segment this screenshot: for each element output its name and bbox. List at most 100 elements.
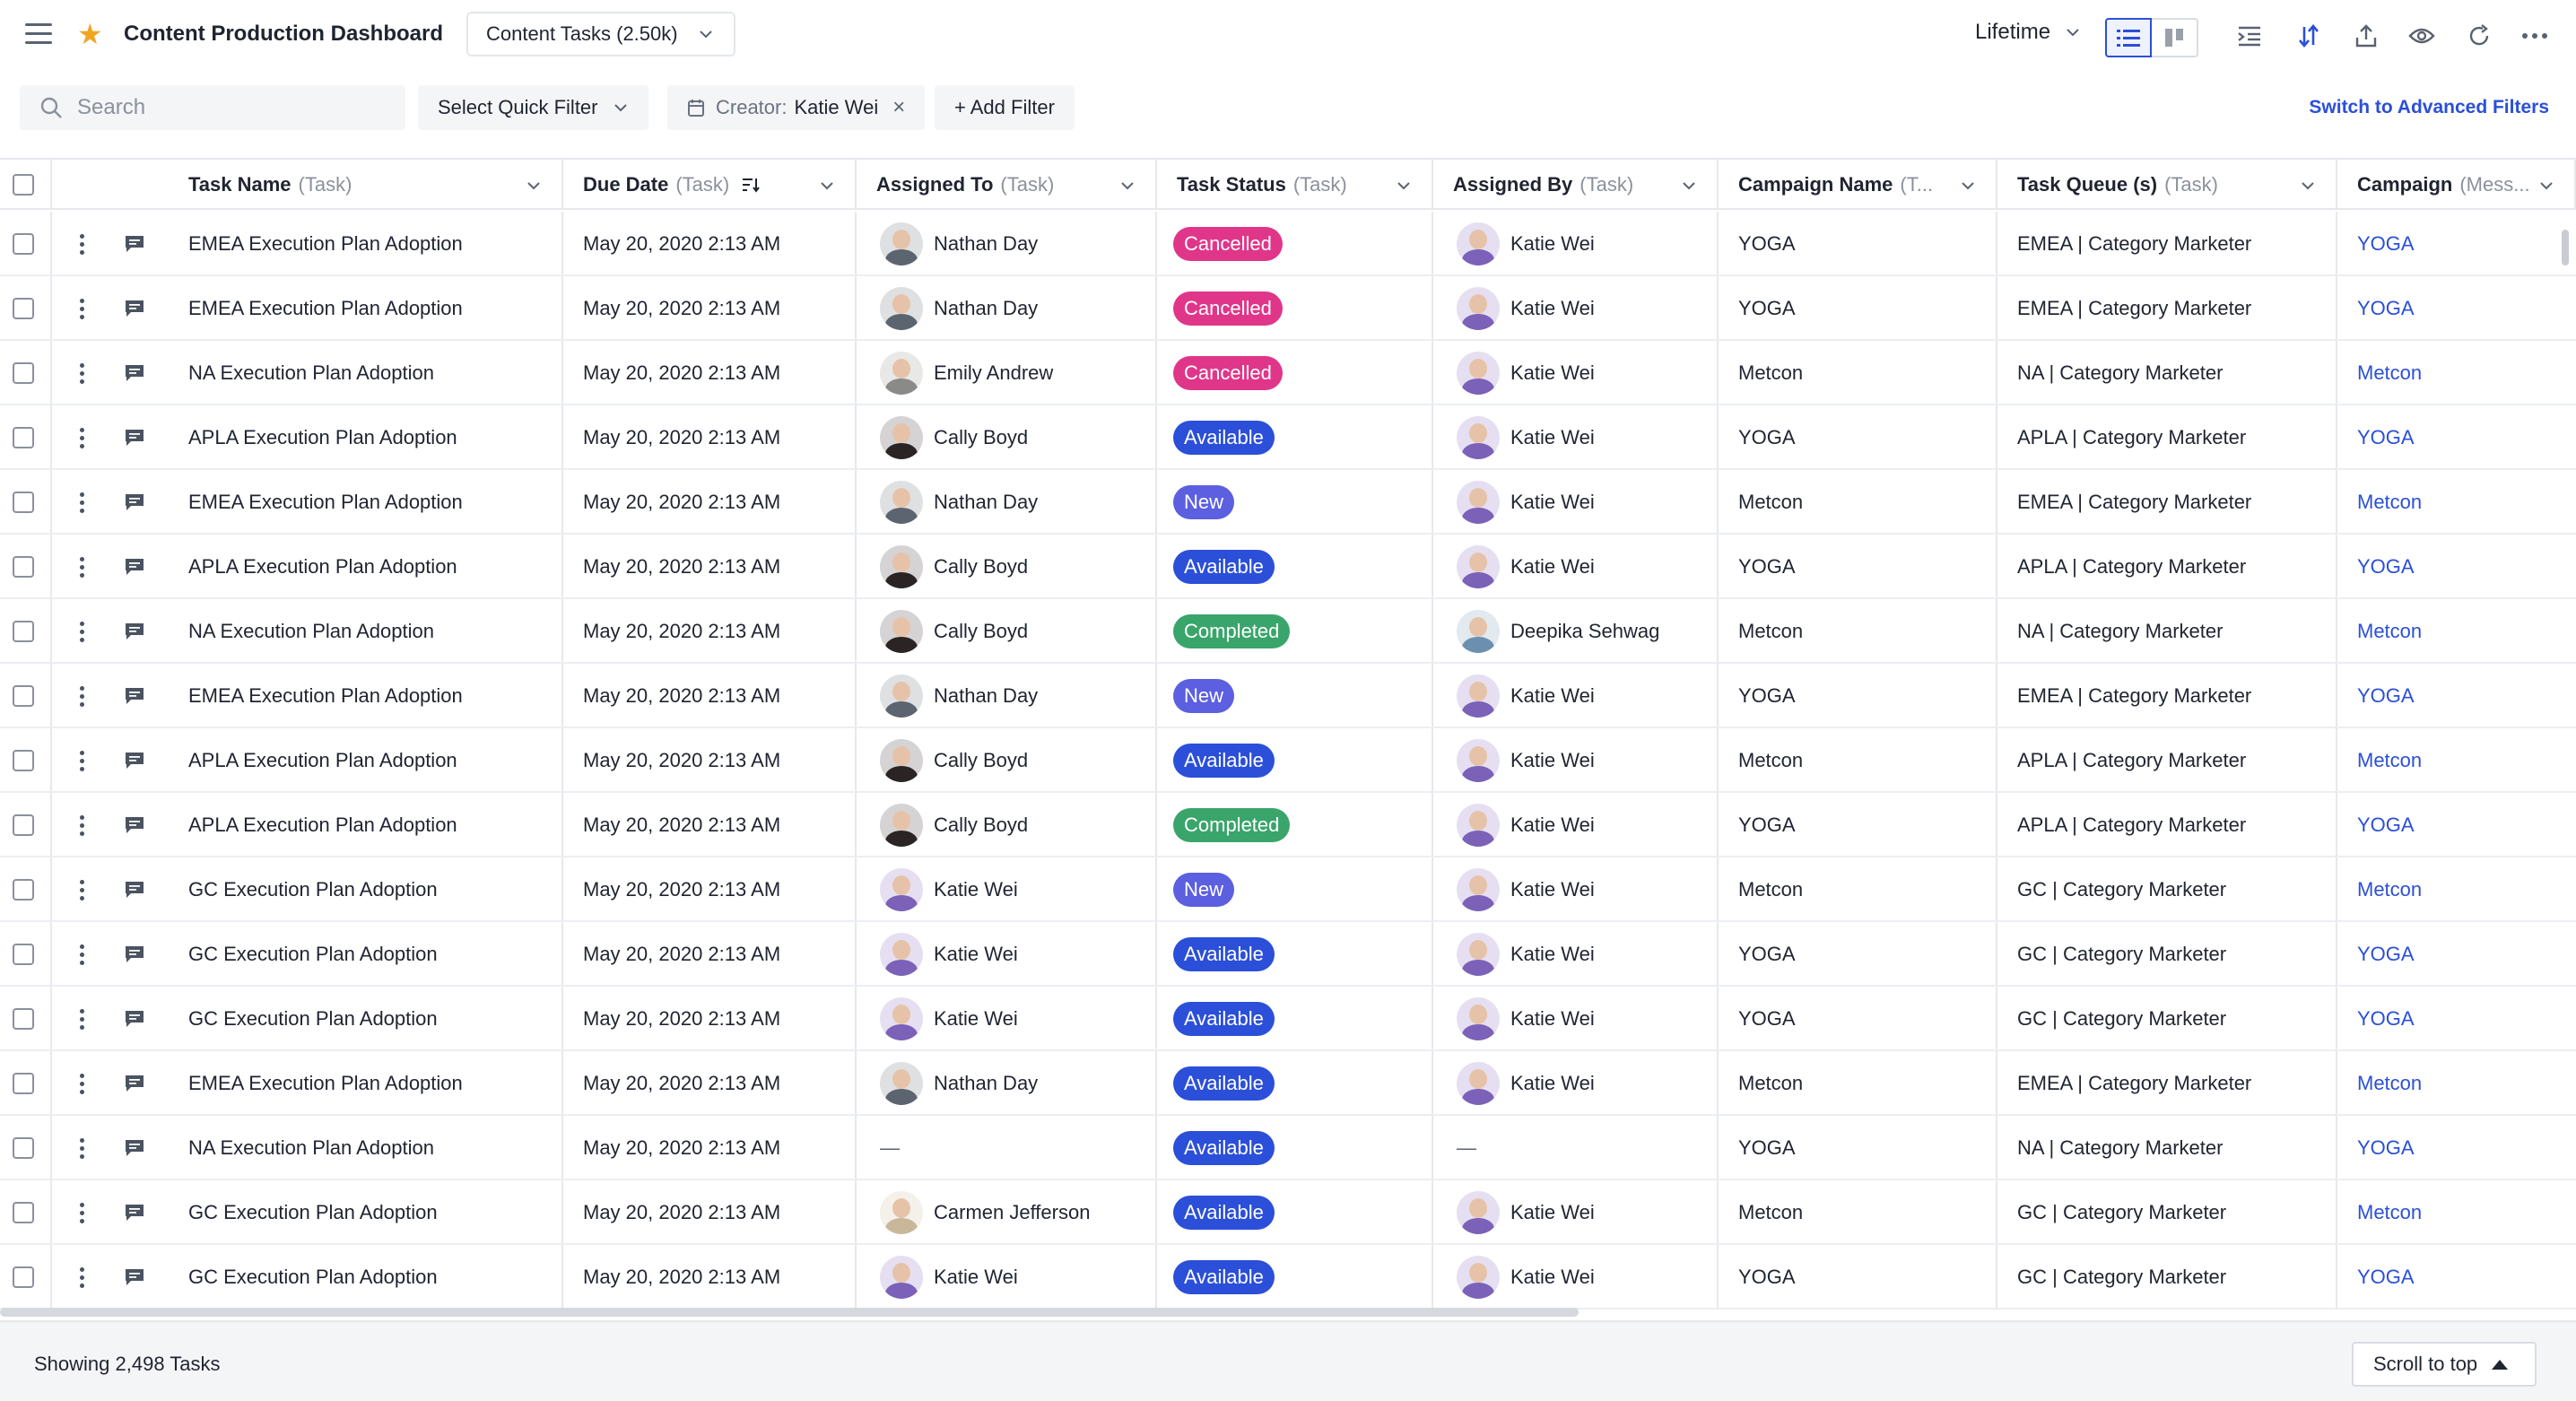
table-row[interactable]: EMEA Execution Plan Adoption May 20, 2020… xyxy=(0,664,2576,728)
row-checkbox[interactable] xyxy=(13,879,34,901)
task-name-cell[interactable]: NA Execution Plan Adoption xyxy=(169,1116,563,1180)
column-header[interactable]: Due Date (Task) xyxy=(563,160,857,210)
kebab-menu-icon[interactable] xyxy=(79,361,84,386)
campaign-link[interactable]: Metcon xyxy=(2357,878,2423,901)
table-row[interactable]: EMEA Execution Plan Adoption May 20, 2020… xyxy=(0,212,2576,276)
row-checkbox[interactable] xyxy=(13,1008,34,1030)
table-row[interactable]: GC Execution Plan Adoption May 20, 2020 2… xyxy=(0,987,2576,1051)
status-badge[interactable]: Available xyxy=(1173,744,1275,778)
task-name-cell[interactable]: GC Execution Plan Adoption xyxy=(169,1180,563,1245)
row-checkbox[interactable] xyxy=(13,1266,34,1288)
column-header[interactable]: Task Status (Task) xyxy=(1157,160,1433,210)
kebab-menu-icon[interactable] xyxy=(79,426,84,450)
campaign-link[interactable]: Metcon xyxy=(2357,361,2423,384)
task-name-cell[interactable]: GC Execution Plan Adoption xyxy=(169,857,563,922)
kebab-menu-icon[interactable] xyxy=(79,943,84,967)
chevron-down-icon[interactable] xyxy=(1681,178,1697,194)
person-name[interactable]: Katie Wei xyxy=(1510,684,1595,707)
person-name[interactable]: Katie Wei xyxy=(1510,878,1595,901)
task-name-cell[interactable]: APLA Execution Plan Adoption xyxy=(169,728,563,793)
kebab-menu-icon[interactable] xyxy=(79,1266,84,1290)
person-name[interactable]: Nathan Day xyxy=(934,684,1039,707)
column-header[interactable]: Task Name (Task) xyxy=(169,160,563,210)
person-name[interactable]: Nathan Day xyxy=(934,232,1039,255)
task-name-cell[interactable]: EMEA Execution Plan Adoption xyxy=(169,664,563,728)
star-icon[interactable]: ★ xyxy=(77,18,103,50)
scroll-to-top-button[interactable]: Scroll to top xyxy=(2352,1342,2537,1387)
campaign-link[interactable]: YOGA xyxy=(2357,1007,2415,1030)
task-name-cell[interactable]: GC Execution Plan Adoption xyxy=(169,987,563,1051)
row-checkbox[interactable] xyxy=(13,621,34,642)
task-name-cell[interactable]: GC Execution Plan Adoption xyxy=(169,1245,563,1310)
status-badge[interactable]: Cancelled xyxy=(1173,292,1283,326)
table-row[interactable]: EMEA Execution Plan Adoption May 20, 2020… xyxy=(0,276,2576,341)
comment-icon[interactable] xyxy=(124,880,145,900)
row-checkbox[interactable] xyxy=(13,233,34,255)
view-select[interactable]: Content Tasks (2.50k) xyxy=(466,12,735,57)
person-name[interactable]: Nathan Day xyxy=(934,491,1039,513)
person-name[interactable]: Katie Wei xyxy=(934,943,1018,965)
kebab-menu-icon[interactable] xyxy=(79,814,84,838)
comment-icon[interactable] xyxy=(124,299,145,318)
comment-icon[interactable] xyxy=(124,492,145,512)
person-name[interactable]: Cally Boyd xyxy=(934,749,1029,771)
eye-icon[interactable] xyxy=(2406,20,2438,52)
vertical-scrollbar[interactable] xyxy=(2562,230,2569,265)
comment-icon[interactable] xyxy=(124,1009,145,1029)
more-options-icon[interactable] xyxy=(2519,20,2551,52)
row-checkbox[interactable] xyxy=(13,556,34,578)
kebab-menu-icon[interactable] xyxy=(79,1007,84,1031)
comment-icon[interactable] xyxy=(124,751,145,770)
campaign-link[interactable]: YOGA xyxy=(2357,232,2415,255)
sort-icon[interactable] xyxy=(2293,20,2325,52)
column-header[interactable]: Assigned To (Task) xyxy=(857,160,1157,210)
horizontal-scrollbar[interactable] xyxy=(0,1308,1579,1317)
chevron-down-icon[interactable] xyxy=(1396,178,1412,194)
kebab-menu-icon[interactable] xyxy=(79,1201,84,1225)
campaign-link[interactable]: YOGA xyxy=(2357,297,2415,319)
person-name[interactable]: Katie Wei xyxy=(1510,232,1595,255)
status-badge[interactable]: New xyxy=(1173,679,1235,713)
person-name[interactable]: Emily Andrew xyxy=(934,361,1054,384)
person-name[interactable]: Deepika Sehwag xyxy=(1510,620,1660,642)
status-badge[interactable]: Available xyxy=(1173,1131,1275,1165)
table-row[interactable]: GC Execution Plan Adoption May 20, 2020 2… xyxy=(0,1180,2576,1245)
comment-icon[interactable] xyxy=(124,363,145,383)
chevron-down-icon[interactable] xyxy=(526,178,542,194)
list-view-button[interactable] xyxy=(2105,18,2152,57)
comment-icon[interactable] xyxy=(124,1074,145,1093)
row-checkbox[interactable] xyxy=(13,1137,34,1159)
task-name-cell[interactable]: NA Execution Plan Adoption xyxy=(169,599,563,664)
column-header[interactable]: Campaign (Mess... xyxy=(2337,160,2576,210)
person-name[interactable]: Cally Boyd xyxy=(934,426,1029,448)
task-name-cell[interactable]: APLA Execution Plan Adoption xyxy=(169,793,563,857)
campaign-link[interactable]: YOGA xyxy=(2357,555,2415,578)
row-checkbox[interactable] xyxy=(13,685,34,707)
comment-icon[interactable] xyxy=(124,944,145,964)
advanced-filters-link[interactable]: Switch to Advanced Filters xyxy=(2309,97,2549,117)
table-row[interactable]: GC Execution Plan Adoption May 20, 2020 2… xyxy=(0,857,2576,922)
creator-filter-chip[interactable]: Creator: Katie Wei × xyxy=(667,85,926,130)
person-name[interactable]: Katie Wei xyxy=(1510,361,1595,384)
status-badge[interactable]: Available xyxy=(1173,550,1275,584)
column-header[interactable]: Task Queue (s) (Task) xyxy=(1997,160,2337,210)
status-badge[interactable]: New xyxy=(1173,485,1235,519)
row-checkbox[interactable] xyxy=(13,298,34,319)
table-row[interactable]: NA Execution Plan Adoption May 20, 2020 2… xyxy=(0,341,2576,405)
person-name[interactable]: Katie Wei xyxy=(1510,555,1595,578)
campaign-link[interactable]: Metcon xyxy=(2357,1072,2423,1094)
person-name[interactable]: Cally Boyd xyxy=(934,555,1029,578)
comment-icon[interactable] xyxy=(124,428,145,448)
row-checkbox[interactable] xyxy=(13,750,34,771)
person-name[interactable]: Katie Wei xyxy=(1510,1072,1595,1094)
status-badge[interactable]: Available xyxy=(1173,421,1275,455)
menu-icon[interactable] xyxy=(25,23,52,45)
kebab-menu-icon[interactable] xyxy=(79,878,84,902)
kebab-menu-icon[interactable] xyxy=(79,1136,84,1161)
comment-icon[interactable] xyxy=(124,557,145,577)
comment-icon[interactable] xyxy=(124,622,145,641)
status-badge[interactable]: Available xyxy=(1173,1196,1275,1230)
campaign-link[interactable]: YOGA xyxy=(2357,1266,2415,1288)
comment-icon[interactable] xyxy=(124,234,145,254)
table-row[interactable]: NA Execution Plan Adoption May 20, 2020 2… xyxy=(0,599,2576,664)
